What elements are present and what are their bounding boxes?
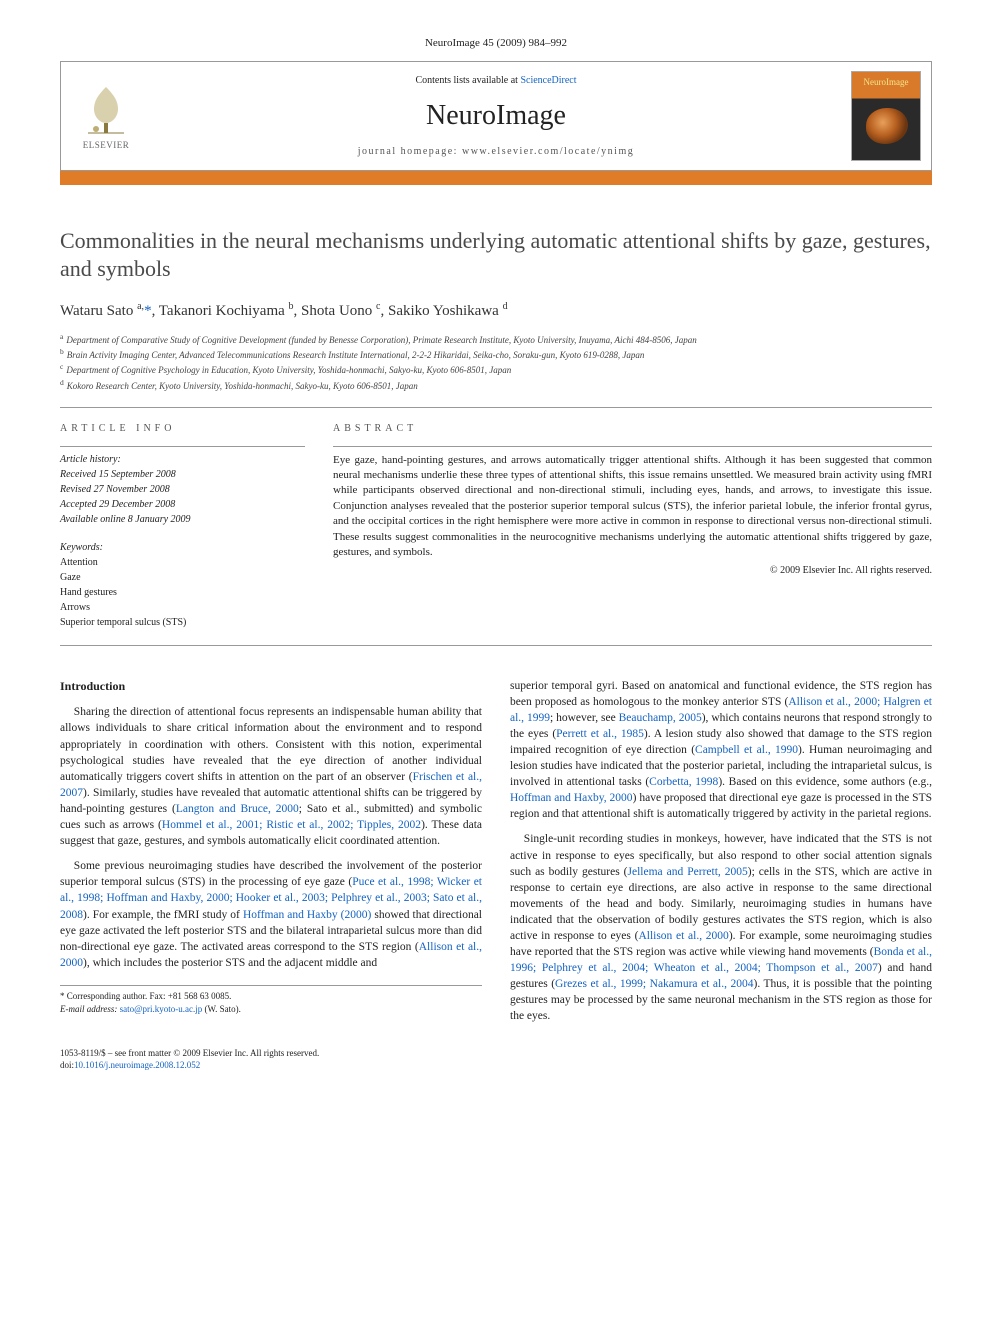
- divider: [333, 446, 932, 447]
- article-info-heading: ARTICLE INFO: [60, 422, 305, 436]
- article-info-column: ARTICLE INFO Article history: Received 1…: [60, 422, 305, 631]
- citation-link[interactable]: Perrett et al., 1985: [556, 728, 644, 740]
- citation-link[interactable]: Grezes et al., 1999; Nakamura et al., 20…: [555, 978, 753, 990]
- cover-title: NeuroImage: [852, 76, 920, 89]
- journal-cover-thumbnail: NeuroImage: [851, 71, 921, 161]
- keyword: Attention: [60, 556, 305, 570]
- article-body: Introduction Sharing the direction of at…: [60, 678, 932, 1026]
- history-accepted: Accepted 29 December 2008: [60, 498, 305, 512]
- homepage-url: www.elsevier.com/locate/ynimg: [462, 146, 634, 157]
- doi-link[interactable]: 10.1016/j.neuroimage.2008.12.052: [74, 1060, 200, 1070]
- abstract-heading: ABSTRACT: [333, 422, 932, 436]
- body-paragraph: superior temporal gyri. Based on anatomi…: [510, 678, 932, 823]
- corr-author-line: * Corresponding author. Fax: +81 568 63 …: [60, 990, 482, 1003]
- cover-thumb-slot: NeuroImage: [841, 62, 931, 170]
- body-text: ; however, see: [550, 712, 619, 724]
- elsevier-tree-icon: [78, 81, 134, 137]
- divider: [60, 407, 932, 408]
- homepage-prefix: journal homepage:: [358, 146, 462, 157]
- keyword: Superior temporal sulcus (STS): [60, 616, 305, 630]
- accent-bar: [60, 171, 932, 185]
- meta-abstract-row: ARTICLE INFO Article history: Received 1…: [60, 422, 932, 631]
- body-text: ). For example, the fMRI study of: [83, 909, 243, 921]
- publisher-logo-slot: ELSEVIER: [61, 62, 151, 170]
- publisher-name: ELSEVIER: [83, 139, 130, 152]
- keyword: Arrows: [60, 601, 305, 615]
- body-paragraph: Sharing the direction of attentional foc…: [60, 704, 482, 849]
- keywords-block: Keywords: AttentionGazeHand gesturesArro…: [60, 541, 305, 630]
- introduction-heading: Introduction: [60, 678, 482, 695]
- footer: 1053-8119/$ – see front matter © 2009 El…: [60, 1047, 932, 1071]
- divider: [60, 645, 932, 646]
- citation-link[interactable]: Hoffman and Haxby, 2000: [510, 792, 633, 804]
- keyword: Gaze: [60, 571, 305, 585]
- citation-link[interactable]: Campbell et al., 1990: [695, 744, 798, 756]
- journal-header: ELSEVIER Contents lists available at Sci…: [60, 61, 932, 171]
- article-title: Commonalities in the neural mechanisms u…: [60, 227, 932, 282]
- front-matter-line: 1053-8119/$ – see front matter © 2009 El…: [60, 1047, 932, 1059]
- journal-homepage-line: journal homepage: www.elsevier.com/locat…: [358, 145, 634, 159]
- email-link[interactable]: sato@pri.kyoto-u.ac.jp: [120, 1004, 203, 1014]
- contents-available-line: Contents lists available at ScienceDirec…: [415, 74, 576, 88]
- journal-reference: NeuroImage 45 (2009) 984–992: [60, 36, 932, 51]
- affiliation-line: aDepartment of Comparative Study of Cogn…: [60, 332, 932, 347]
- corr-email-line: E-mail address: sato@pri.kyoto-u.ac.jp (…: [60, 1003, 482, 1016]
- history-received: Received 15 September 2008: [60, 468, 305, 482]
- abstract-copyright: © 2009 Elsevier Inc. All rights reserved…: [333, 564, 932, 578]
- doi-line: doi:10.1016/j.neuroimage.2008.12.052: [60, 1059, 932, 1071]
- body-paragraph: Single-unit recording studies in monkeys…: [510, 831, 932, 1024]
- article-history: Article history: Received 15 September 2…: [60, 453, 305, 527]
- body-paragraph: Some previous neuroimaging studies have …: [60, 858, 482, 971]
- history-revised: Revised 27 November 2008: [60, 483, 305, 497]
- citation-link[interactable]: Corbetta, 1998: [649, 776, 718, 788]
- journal-name: NeuroImage: [426, 96, 566, 135]
- abstract-text: Eye gaze, hand-pointing gestures, and ar…: [333, 453, 932, 561]
- citation-link[interactable]: Beauchamp, 2005: [619, 712, 702, 724]
- body-text: ), which includes the posterior STS and …: [83, 957, 377, 969]
- affiliation-line: bBrain Activity Imaging Center, Advanced…: [60, 347, 932, 362]
- email-label: E-mail address:: [60, 1004, 120, 1014]
- citation-link[interactable]: Jellema and Perrett, 2005: [628, 866, 748, 878]
- corresponding-author-footnote: * Corresponding author. Fax: +81 568 63 …: [60, 985, 482, 1016]
- divider: [60, 446, 305, 447]
- elsevier-logo: ELSEVIER: [71, 76, 141, 156]
- history-label: Article history:: [60, 453, 305, 467]
- citation-link[interactable]: Hoffman and Haxby (2000): [243, 909, 371, 921]
- history-online: Available online 8 January 2009: [60, 513, 305, 527]
- abstract-column: ABSTRACT Eye gaze, hand-pointing gesture…: [333, 422, 932, 631]
- keyword: Hand gestures: [60, 586, 305, 600]
- author-list: Wataru Sato a,*, Takanori Kochiyama b, S…: [60, 300, 932, 322]
- affiliation-line: cDepartment of Cognitive Psychology in E…: [60, 362, 932, 377]
- header-center: Contents lists available at ScienceDirec…: [151, 62, 841, 170]
- affiliation-line: dKokoro Research Center, Kyoto Universit…: [60, 378, 932, 393]
- citation-link[interactable]: Allison et al., 2000: [638, 930, 728, 942]
- citation-link[interactable]: Hommel et al., 2001; Ristic et al., 2002…: [162, 819, 421, 831]
- keywords-label: Keywords:: [60, 541, 305, 555]
- citation-link[interactable]: Langton and Bruce, 2000: [176, 803, 299, 815]
- sciencedirect-link[interactable]: ScienceDirect: [520, 75, 576, 86]
- contents-prefix: Contents lists available at: [415, 75, 520, 86]
- doi-label: doi:: [60, 1060, 74, 1070]
- body-text: ). Based on this evidence, some authors …: [718, 776, 932, 788]
- affiliations: aDepartment of Comparative Study of Cogn…: [60, 332, 932, 392]
- email-suffix: (W. Sato).: [202, 1004, 241, 1014]
